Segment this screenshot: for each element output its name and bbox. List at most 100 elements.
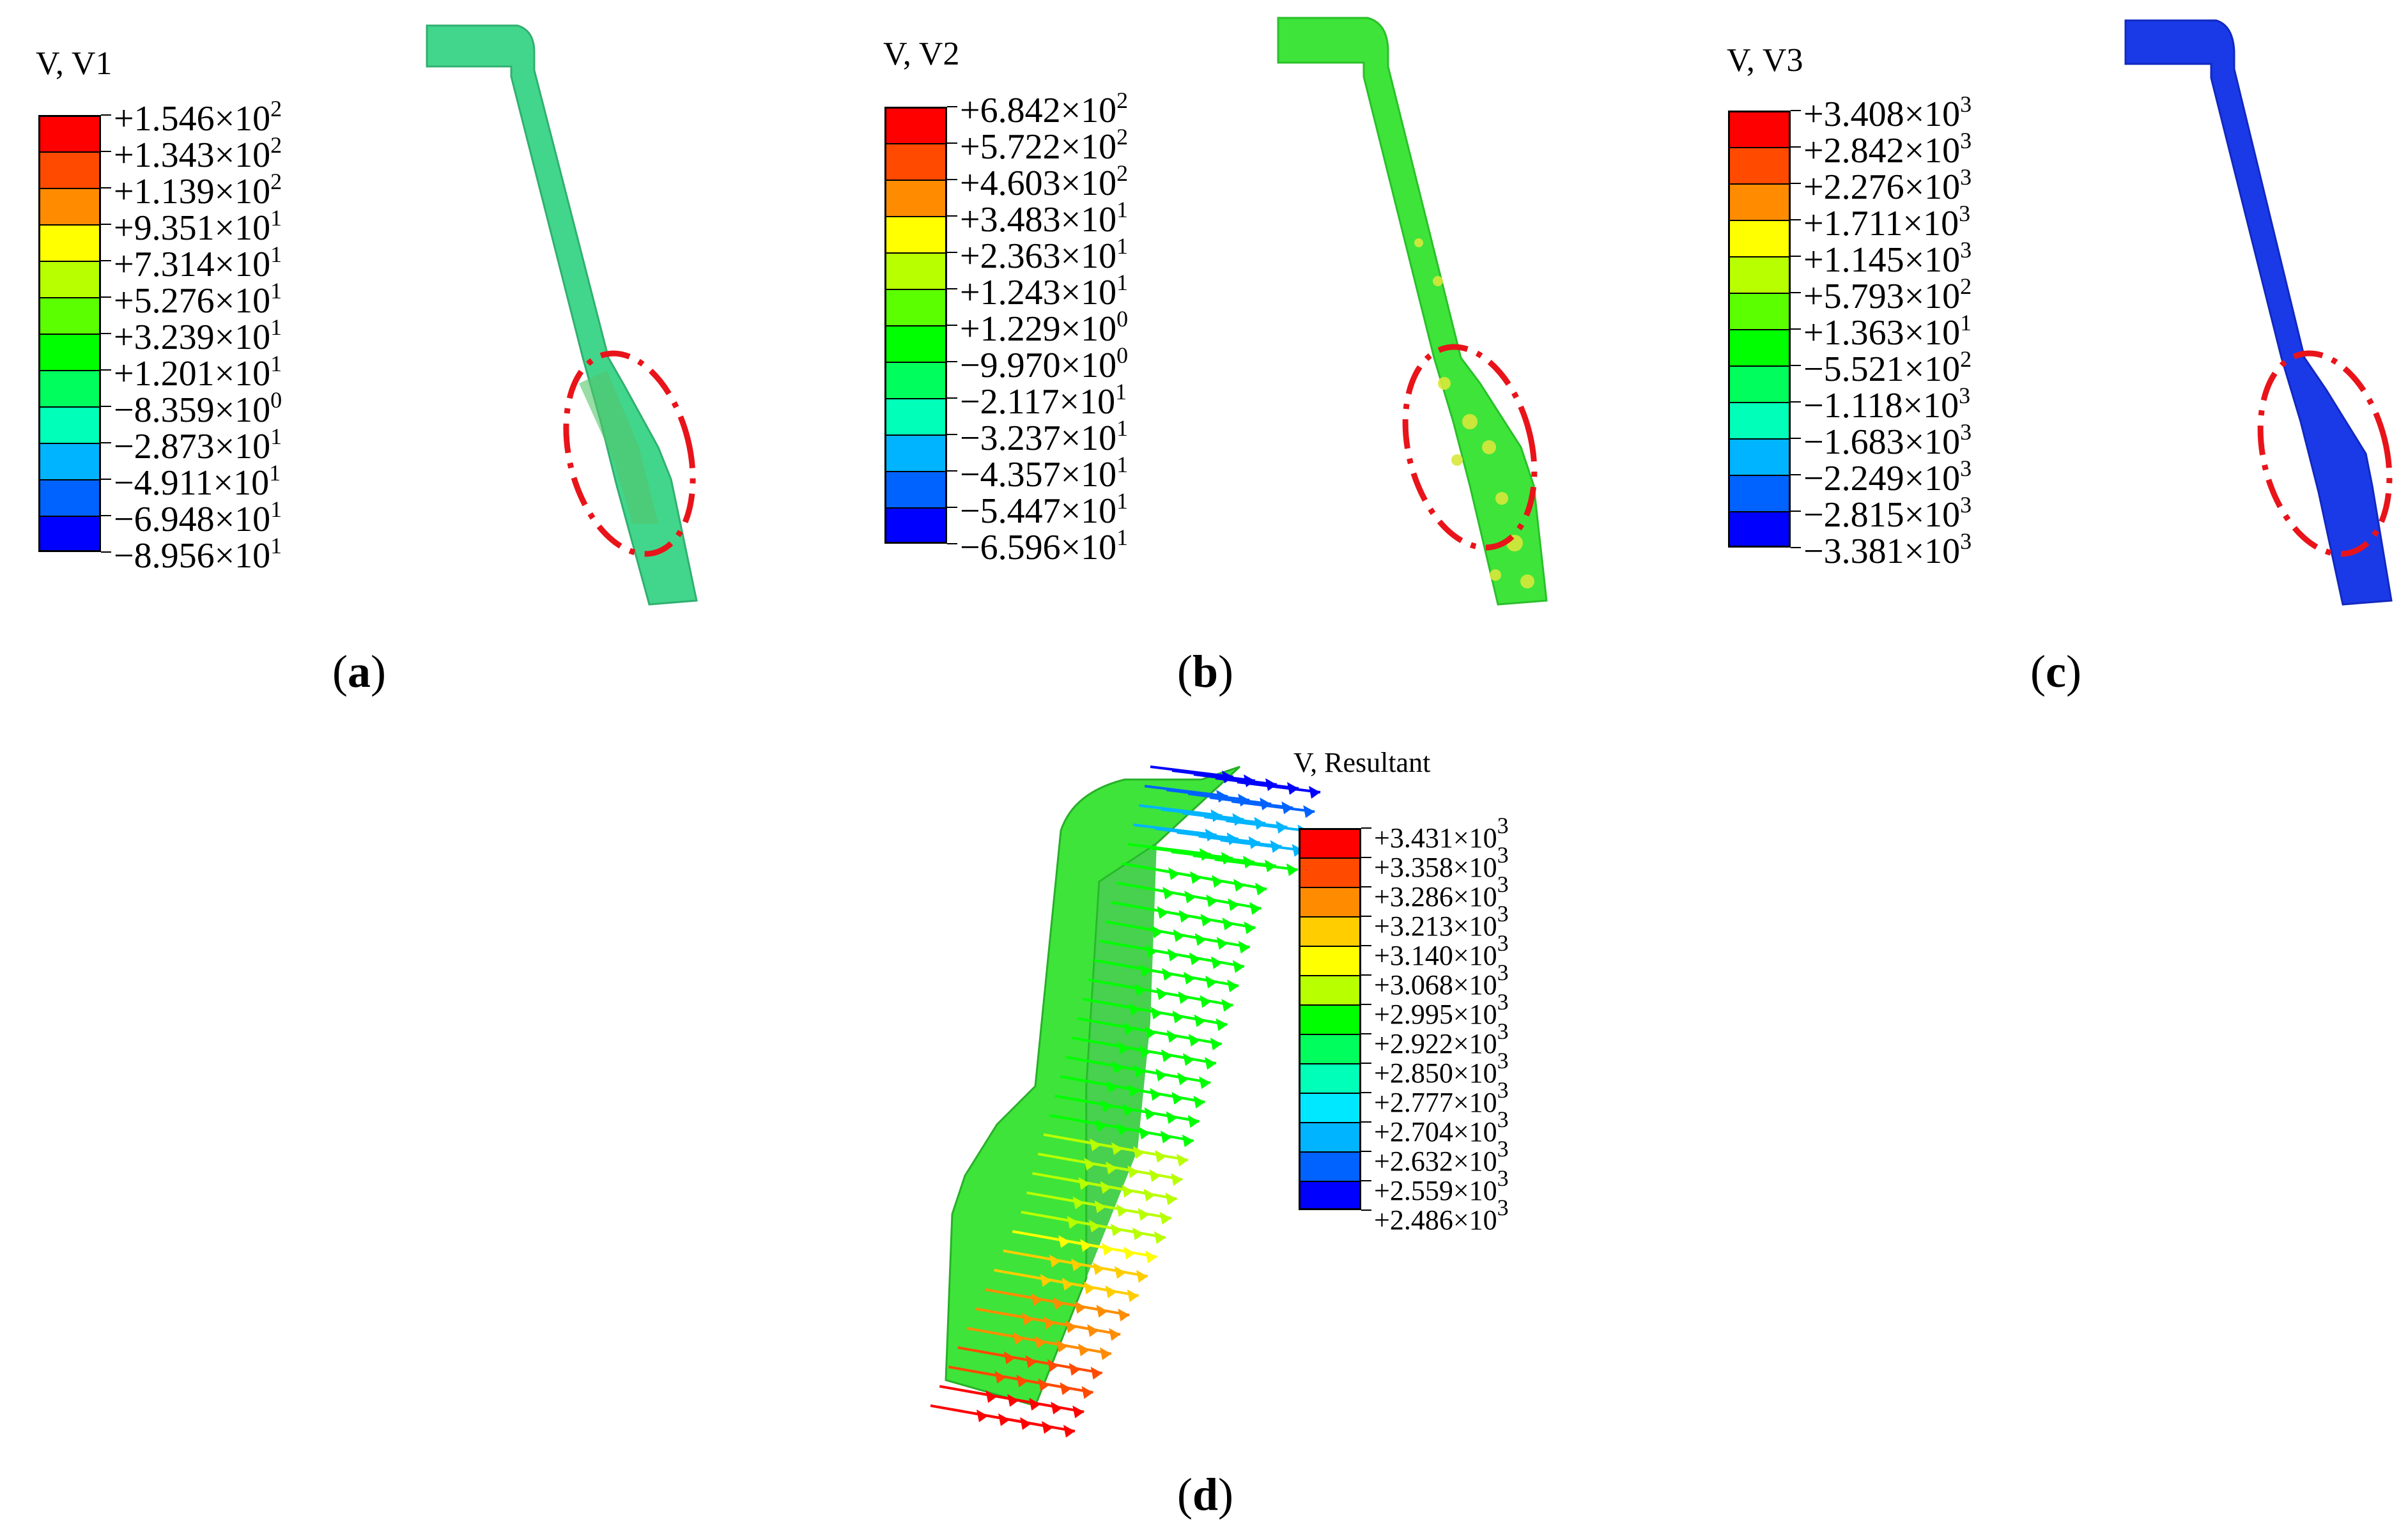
colorbar-tick: [1791, 146, 1801, 148]
colorbar-tick: [947, 507, 957, 508]
colorbar-tick: [1361, 1063, 1371, 1064]
colorbar-label: +1.243×101: [960, 271, 1128, 311]
colorbar-tick: [1791, 401, 1801, 403]
colorbar-tick: [1791, 511, 1801, 512]
colorbar-tick: [947, 106, 957, 107]
colorbar-tick: [101, 187, 111, 188]
colorbar-label-mantissa: +2.995×10: [1374, 999, 1497, 1030]
colorbar-label-mantissa: −6.948×10: [114, 500, 271, 539]
colorbar-label: −3.237×101: [960, 417, 1128, 456]
colorbar-label-exponent: 2: [270, 132, 282, 158]
vector-arrow-head: [1090, 1367, 1102, 1380]
colorbar-label-exponent: 3: [1960, 91, 1972, 117]
colorbar-label-exponent: 3: [1497, 1077, 1509, 1103]
colorbar-label-exponent: 1: [270, 496, 282, 522]
colorbar-tick: [1361, 1210, 1371, 1211]
panel-a-highlight-ellipse: [563, 350, 696, 557]
colorbar-label: +1.201×101: [114, 352, 282, 392]
colorbar-label-exponent: 1: [270, 242, 282, 267]
vector-arrow-head: [1244, 921, 1256, 935]
colorbar-band: [1299, 975, 1361, 1004]
colorbar-band: [38, 334, 101, 370]
colorbar-label-mantissa: +2.850×10: [1374, 1057, 1497, 1089]
colorbar-label-mantissa: +1.243×10: [960, 273, 1117, 312]
colorbar-label-mantissa: −9.970×10: [960, 346, 1117, 385]
colorbar-band: [38, 370, 101, 406]
panel-d-vector-arrows: [930, 765, 1321, 1438]
colorbar-label: +2.486×103: [1374, 1196, 1509, 1234]
colorbar-band: [1299, 946, 1361, 975]
colorbar-label-mantissa: +5.793×10: [1803, 277, 1961, 316]
colorbar-label-exponent: 0: [1116, 342, 1129, 368]
colorbar-label-exponent: 1: [270, 205, 282, 231]
colorbar-tick: [101, 224, 111, 225]
colorbar-label: +2.995×103: [1374, 990, 1509, 1029]
colorbar-band: [1299, 916, 1361, 946]
colorbar-label-exponent: 2: [1960, 273, 1972, 299]
colorbar-label-mantissa: +2.363×10: [960, 236, 1117, 276]
vector-arrow-head: [1204, 1057, 1216, 1070]
colorbar-band: [1728, 256, 1791, 293]
colorbar-tick: [947, 361, 957, 362]
colorbar-tick: [101, 442, 111, 443]
caption-a: (a): [332, 646, 386, 697]
colorbar-band: [38, 297, 101, 334]
vector-arrow-head: [1303, 805, 1315, 818]
colorbar-label-exponent: 1: [1116, 452, 1129, 477]
vector-arrow-head: [1063, 1425, 1075, 1438]
panel-d-shell-front: [945, 765, 1241, 1407]
colorbar-band: [1299, 1151, 1361, 1181]
colorbar-label: −8.956×101: [114, 534, 282, 574]
colorbar-band: [1728, 475, 1791, 511]
colorbar-tick: [1791, 256, 1801, 257]
colorbar-label: −8.359×100: [114, 388, 282, 428]
colorbar-band: [884, 216, 947, 252]
colorbar-tick: [1361, 1033, 1371, 1034]
colorbar-label-exponent: 2: [270, 96, 282, 121]
colorbar-label-exponent: 3: [1960, 456, 1972, 481]
colorbar-label-exponent: 1: [269, 460, 281, 486]
colorbar-tick: [947, 470, 957, 472]
colorbar-label-mantissa: −1.683×10: [1803, 422, 1961, 462]
caption-d: (d): [1177, 1469, 1234, 1520]
colorbar-label: +3.431×103: [1374, 814, 1509, 852]
colorbar-band: [1299, 828, 1361, 857]
colorbar-label-mantissa: +2.922×10: [1374, 1028, 1497, 1059]
colorbar-label: −2.249×103: [1803, 457, 1972, 496]
colorbar-label-mantissa: +3.358×10: [1374, 852, 1497, 883]
vector-arrow-shaft: [1237, 781, 1321, 794]
colorbar-label-mantissa: +6.842×10: [960, 91, 1117, 130]
colorbar-label-exponent: 3: [1497, 901, 1509, 926]
vector-arrow-head: [1309, 786, 1320, 799]
caption-c: (c): [2030, 646, 2081, 697]
panel-c-highlight-ellipse: [2257, 350, 2393, 557]
colorbar-label: −2.815×103: [1803, 493, 1972, 533]
vector-arrow-head: [1136, 1270, 1148, 1283]
colorbar-band: [1728, 147, 1791, 183]
panel-d-model: [930, 765, 1321, 1438]
colorbar-label-mantissa: +1.201×10: [114, 354, 271, 394]
panel-d-shell-side: [1086, 843, 1157, 1278]
colorbar-tick: [101, 151, 111, 152]
colorbar-label-mantissa: +1.145×10: [1803, 240, 1961, 280]
colorbar-label-mantissa: +2.276×10: [1803, 167, 1961, 207]
colorbar-label: +1.145×103: [1803, 238, 1972, 278]
colorbar-band: [884, 507, 947, 544]
vector-arrow-head: [1177, 1153, 1189, 1167]
colorbar-label: −6.948×101: [114, 498, 282, 537]
colorbar-label-mantissa: −2.117×10: [960, 382, 1116, 422]
vector-arrow-head: [1199, 1076, 1211, 1089]
vector-arrow-head: [1127, 1289, 1139, 1302]
vector-arrow-head: [1165, 1192, 1177, 1206]
colorbar-label-exponent: 3: [1960, 492, 1972, 518]
colorbar-label-exponent: 0: [1116, 306, 1129, 332]
colorbar-label: +2.559×103: [1374, 1167, 1509, 1205]
colorbar-band: [1299, 1063, 1361, 1093]
colorbar-tick: [101, 333, 111, 334]
colorbar-label: +3.140×103: [1374, 932, 1509, 970]
colorbar-label-mantissa: +2.704×10: [1374, 1116, 1497, 1148]
colorbar-label-exponent: 3: [1497, 813, 1509, 838]
colorbar-label-exponent: 3: [1497, 1195, 1509, 1220]
vector-arrow-head: [1249, 902, 1262, 915]
colorbar-label-exponent: 1: [1116, 270, 1129, 295]
